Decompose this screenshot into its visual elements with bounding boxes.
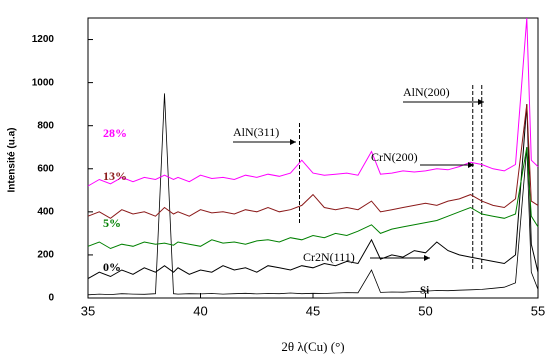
y-axis-label: Intensité (u.a) <box>7 127 18 192</box>
x-axis-label: 2θ λ(Cu) (°) <box>281 339 344 354</box>
y-tick-label: 800 <box>37 120 54 131</box>
annotation: CrN(200) <box>371 150 418 164</box>
x-tick-label: 40 <box>193 303 207 318</box>
series-label: 13% <box>103 169 127 183</box>
annotation: Cr2N(111) <box>303 250 355 264</box>
x-tick-label: 55 <box>531 303 545 318</box>
arrow-head <box>290 139 296 145</box>
y-tick-label: 400 <box>37 206 54 217</box>
series-line <box>87 17 539 187</box>
series-label: 5% <box>103 216 121 230</box>
series-line <box>87 147 539 250</box>
y-tick-label: 600 <box>37 163 54 174</box>
series-line <box>87 93 539 296</box>
series-line <box>87 104 539 219</box>
arrow-head <box>468 162 474 168</box>
series-label: 28% <box>103 126 127 140</box>
arrow-head <box>424 255 430 261</box>
arrow-head <box>478 99 484 105</box>
series-line <box>87 104 539 280</box>
annotation: AlN(311) <box>233 125 279 139</box>
annotation: AlN(200) <box>403 85 450 99</box>
y-tick-label: 200 <box>37 250 54 261</box>
y-tick-label: 0 <box>48 293 54 304</box>
series-label: 0% <box>103 260 121 274</box>
x-tick-label: 45 <box>306 303 320 318</box>
x-tick-label: 50 <box>418 303 432 318</box>
annotation: Si <box>420 285 429 297</box>
x-tick-label: 35 <box>81 303 95 318</box>
y-tick-label: 1200 <box>32 34 55 45</box>
y-tick-label: 1000 <box>32 77 55 88</box>
